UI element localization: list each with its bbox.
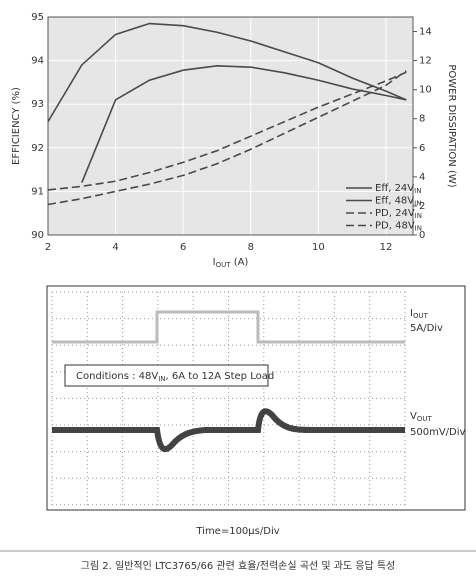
caption: 그림 2. 일반적인 LTC3765/66 관련 효율/전력손실 곡선 및 과도… [81,560,396,572]
y2-tick-label: 12 [419,56,432,67]
x-axis-label: IOUT (A) [213,257,249,269]
time-scale: Time=100µs/Div [195,526,279,537]
x-tick-label: 8 [248,242,254,253]
plot-border [47,16,414,236]
series-line [47,70,407,206]
conditions: Conditions : 48VIN, 6A to 12A Step Load [76,371,274,383]
plot-area [48,17,413,235]
legend-label: Eff, 24VIN [375,183,421,195]
iout-scale: 5A/Div [410,323,443,334]
x-tick-label: 6 [180,242,186,253]
y2-tick-label: 2 [419,201,425,212]
y2-tick-label: 4 [419,172,425,183]
voltage-trace [52,408,405,453]
conditions-box [64,364,269,387]
vout-label: VOUT [410,411,432,423]
series-line [81,65,407,183]
y2-tick-label: 8 [419,114,425,125]
y-tick-label: 93 [31,99,44,110]
vout-scale: 500mV/Div [410,427,466,438]
y-tick-label: 92 [31,143,44,154]
x-tick-label: 12 [380,242,393,253]
y2-tick-label: 14 [419,27,432,38]
y-axis-label: EFFICIENCY (%) [11,87,22,165]
y2-tick-label: 0 [419,230,425,241]
x-tick-label: 4 [112,242,118,253]
legend-label: Eff, 48VIN [375,196,421,208]
y2-tick-label: 10 [419,85,432,96]
legend-label: PD, 48VIN [375,221,422,233]
current-trace [52,310,405,344]
legend-label: PD, 24VIN [375,208,422,220]
y-tick-label: 90 [31,230,44,241]
series-line [47,22,407,123]
y2-axis-label: POWER DISSIPATION (W) [446,64,457,187]
y-tick-label: 95 [31,12,44,23]
series-line [47,71,407,191]
y-tick-label: 94 [31,56,44,67]
iout-label: IOUT [410,308,429,320]
y-tick-label: 91 [31,186,44,197]
y2-tick-label: 6 [419,143,425,154]
efficiency-chart: 2 4 6 8 10 12 90 91 92 93 94 95 0 2 4 6 8 10 12 14 IOUT (A) E… [11,12,457,269]
x-tick-label: 10 [312,242,325,253]
x-tick-label: 2 [45,242,51,253]
